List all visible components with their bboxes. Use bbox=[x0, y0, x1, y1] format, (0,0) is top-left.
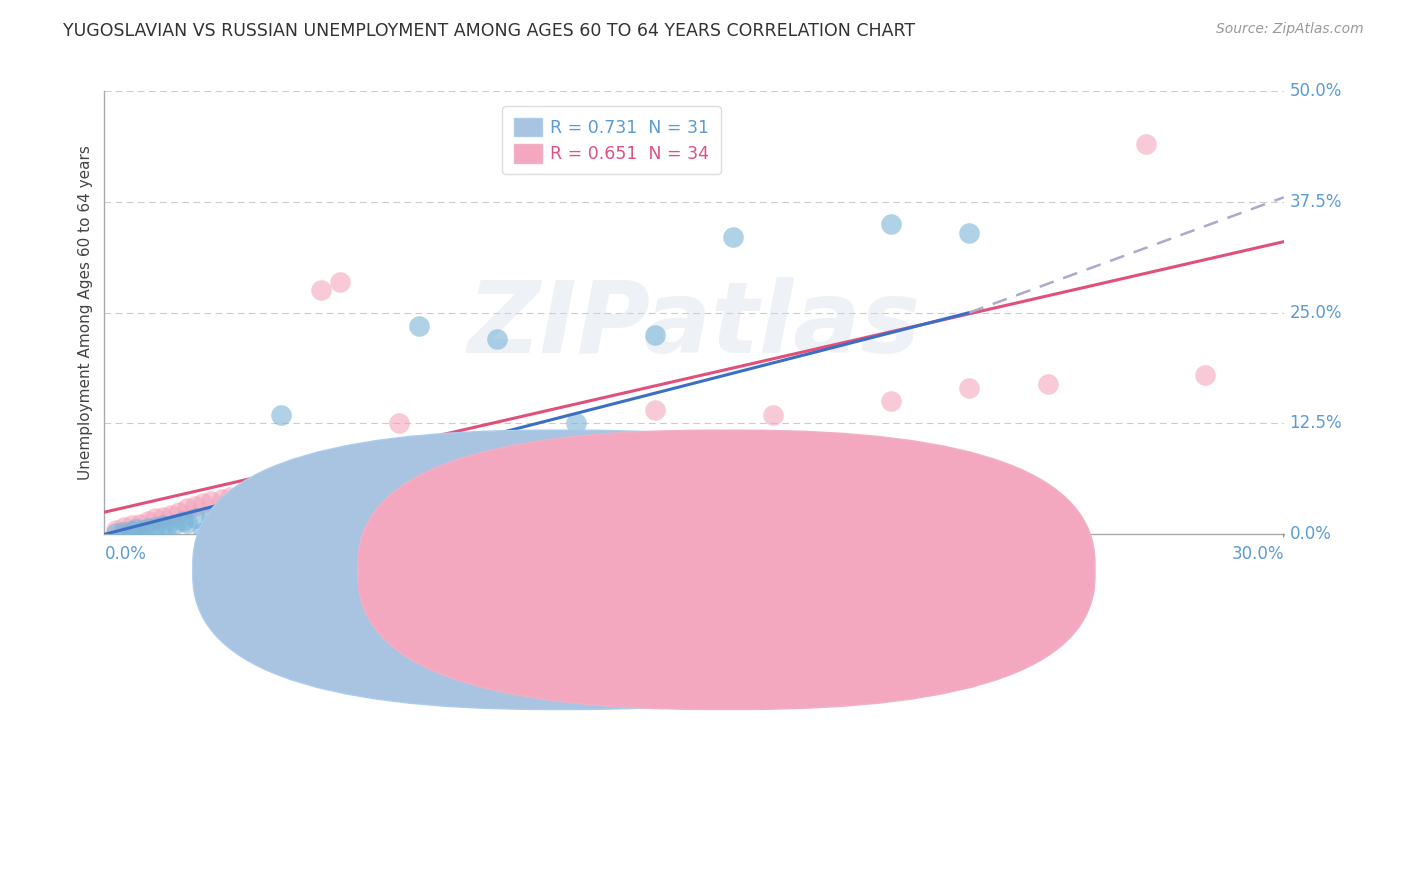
Point bbox=[309, 491, 332, 506]
FancyBboxPatch shape bbox=[359, 430, 1095, 709]
Point bbox=[125, 522, 148, 536]
Point bbox=[112, 524, 135, 539]
Point bbox=[219, 523, 242, 537]
Point bbox=[211, 508, 233, 522]
Legend: R = 0.731  N = 31, R = 0.651  N = 34: R = 0.731 N = 31, R = 0.651 N = 34 bbox=[502, 106, 720, 174]
Point bbox=[200, 493, 222, 508]
Point bbox=[368, 460, 391, 475]
Point bbox=[145, 511, 167, 525]
Point bbox=[762, 408, 785, 422]
Text: Source: ZipAtlas.com: Source: ZipAtlas.com bbox=[1216, 22, 1364, 37]
Point bbox=[242, 483, 264, 497]
Point bbox=[270, 408, 292, 422]
Y-axis label: Unemployment Among Ages 60 to 64 years: Unemployment Among Ages 60 to 64 years bbox=[79, 145, 93, 480]
Point bbox=[219, 490, 242, 504]
Text: Russians: Russians bbox=[741, 556, 811, 571]
Point bbox=[957, 381, 980, 395]
Text: 12.5%: 12.5% bbox=[1289, 415, 1343, 433]
Point bbox=[486, 332, 509, 346]
Point bbox=[329, 275, 352, 289]
Point bbox=[1194, 368, 1216, 382]
Point bbox=[152, 518, 174, 533]
Point bbox=[121, 518, 143, 533]
Point bbox=[121, 524, 143, 538]
Text: 0.0%: 0.0% bbox=[1289, 525, 1331, 543]
Point bbox=[112, 520, 135, 534]
Point bbox=[879, 394, 901, 409]
Point bbox=[879, 217, 901, 231]
Point bbox=[723, 230, 745, 244]
Point bbox=[644, 403, 666, 417]
Point bbox=[565, 417, 588, 431]
Point bbox=[136, 514, 159, 528]
Text: 0.0%: 0.0% bbox=[104, 545, 146, 563]
Point bbox=[250, 478, 273, 492]
Point bbox=[388, 417, 411, 431]
Point bbox=[136, 521, 159, 535]
Text: 30.0%: 30.0% bbox=[1232, 545, 1284, 563]
Point bbox=[1135, 137, 1157, 152]
Point bbox=[290, 496, 312, 510]
Point bbox=[191, 524, 214, 539]
Point bbox=[184, 499, 207, 513]
Point bbox=[309, 284, 332, 298]
Point bbox=[167, 505, 190, 519]
Point bbox=[191, 496, 214, 510]
Point bbox=[270, 474, 292, 488]
Text: ZIPatlas: ZIPatlas bbox=[467, 277, 921, 375]
Point bbox=[172, 514, 194, 528]
Point bbox=[231, 487, 253, 501]
Point bbox=[526, 448, 548, 462]
Text: 25.0%: 25.0% bbox=[1289, 303, 1343, 322]
Point bbox=[447, 452, 470, 467]
Point bbox=[290, 469, 312, 483]
Text: 50.0%: 50.0% bbox=[1289, 82, 1341, 100]
Text: YUGOSLAVIAN VS RUSSIAN UNEMPLOYMENT AMONG AGES 60 TO 64 YEARS CORRELATION CHART: YUGOSLAVIAN VS RUSSIAN UNEMPLOYMENT AMON… bbox=[63, 22, 915, 40]
Point bbox=[160, 508, 183, 522]
Point bbox=[231, 505, 253, 519]
Point bbox=[156, 519, 179, 533]
Point bbox=[349, 465, 371, 479]
Point bbox=[176, 500, 198, 515]
Point bbox=[105, 523, 128, 537]
Point bbox=[105, 525, 128, 540]
Point bbox=[957, 226, 980, 240]
Point bbox=[329, 487, 352, 501]
Point bbox=[408, 318, 430, 333]
Point bbox=[200, 509, 222, 524]
Point bbox=[132, 523, 155, 537]
Point bbox=[176, 516, 198, 530]
Point bbox=[184, 511, 207, 525]
Point bbox=[152, 509, 174, 524]
FancyBboxPatch shape bbox=[193, 430, 929, 709]
Point bbox=[211, 491, 233, 506]
Point bbox=[1036, 376, 1059, 391]
Point bbox=[644, 327, 666, 342]
Text: 37.5%: 37.5% bbox=[1289, 193, 1343, 211]
Text: Yugoslavians: Yugoslavians bbox=[560, 556, 664, 571]
Point bbox=[145, 520, 167, 534]
Point bbox=[349, 483, 371, 497]
Point bbox=[128, 516, 150, 531]
Point bbox=[165, 516, 187, 531]
Point bbox=[242, 500, 264, 515]
